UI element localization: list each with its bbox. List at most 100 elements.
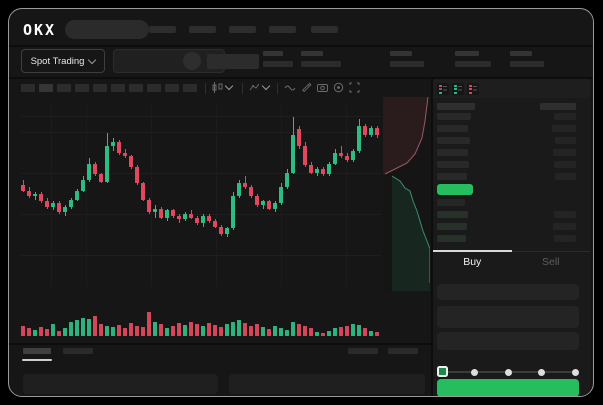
volume-bar: [39, 327, 43, 336]
timeframe-button[interactable]: [39, 84, 53, 92]
trade-input-field[interactable]: [437, 332, 579, 350]
slider-handle[interactable]: [437, 366, 448, 377]
trade-input-field[interactable]: [437, 284, 579, 300]
okx-logo[interactable]: OKX: [23, 21, 57, 39]
orderbook-bid-amount: [554, 211, 576, 218]
candle: [171, 210, 175, 216]
candle-style-button[interactable]: [212, 81, 234, 93]
market-type-dropdown[interactable]: Spot Trading: [21, 49, 105, 73]
fullscreen-icon[interactable]: [349, 82, 360, 93]
nav-item[interactable]: [229, 26, 256, 33]
orderbook-view-book-bids-icon[interactable]: [452, 83, 464, 95]
candle: [351, 151, 355, 160]
trade-input-field[interactable]: [437, 306, 579, 328]
orderbook-view-book-both-icon[interactable]: [437, 83, 449, 95]
timeframe-button[interactable]: [57, 84, 71, 92]
timeframe-button[interactable]: [21, 84, 35, 92]
depth-chart: [383, 97, 430, 291]
nav-item[interactable]: [269, 26, 296, 33]
candle: [219, 226, 223, 234]
timeframe-button[interactable]: [111, 84, 125, 92]
last-price-badge[interactable]: [437, 184, 473, 195]
orderbook-ask-row[interactable]: [437, 149, 468, 156]
candle: [225, 228, 229, 234]
timeframe-button[interactable]: [183, 84, 197, 92]
slider-tick[interactable]: [538, 368, 545, 376]
candle: [57, 203, 61, 213]
slider-tick[interactable]: [471, 368, 478, 376]
volume-bar: [231, 322, 235, 336]
candle: [51, 203, 55, 207]
indicator-button[interactable]: [249, 81, 271, 93]
timeframe-button[interactable]: [129, 84, 143, 92]
line-tool-icon[interactable]: [284, 82, 296, 93]
nav-item[interactable]: [189, 26, 216, 33]
stat-value-placeholder: [301, 61, 341, 67]
slider-tick[interactable]: [504, 368, 512, 376]
orderbook-ask-row[interactable]: [437, 161, 469, 168]
candle: [255, 196, 259, 205]
candle: [135, 167, 139, 184]
timeframe-button[interactable]: [75, 84, 89, 92]
orderbook-bid-row[interactable]: [437, 199, 465, 206]
orderbook-bid-row[interactable]: [437, 211, 468, 218]
bottom-tab[interactable]: [23, 348, 51, 354]
settings-icon[interactable]: [333, 82, 344, 93]
candle: [81, 179, 85, 191]
candle: [159, 208, 163, 218]
orderbook-ask-row[interactable]: [437, 137, 470, 144]
stat-label-placeholder: [263, 51, 283, 56]
orderbook-ask-row[interactable]: [437, 173, 467, 180]
candle: [99, 174, 103, 182]
orderbook-header-price: [437, 103, 475, 110]
bottom-action-button[interactable]: [388, 348, 418, 354]
orderbook-ask-amount: [553, 149, 576, 156]
search-input[interactable]: [65, 20, 149, 39]
timeframe-button[interactable]: [165, 84, 179, 92]
volume-bar: [363, 328, 367, 336]
volume-bar: [369, 331, 373, 336]
candle: [195, 217, 199, 223]
orderbook-ask-amount: [555, 137, 576, 144]
timeframe-button[interactable]: [147, 84, 161, 92]
nav-item[interactable]: [311, 26, 338, 33]
orderbook-bid-row[interactable]: [437, 235, 466, 242]
stat-label-placeholder: [390, 51, 412, 56]
tab-sell[interactable]: Sell: [541, 256, 560, 268]
volume-bar: [159, 324, 163, 336]
volume-bar: [327, 331, 331, 336]
candle: [363, 125, 367, 135]
orderbook-bid-row[interactable]: [437, 223, 467, 230]
ticker-stat: [455, 51, 491, 67]
candle: [357, 125, 361, 151]
slider-tick[interactable]: [571, 368, 579, 376]
volume-bar: [147, 312, 151, 336]
panel-divider: [431, 79, 433, 396]
orderbook-ask-row[interactable]: [437, 125, 468, 132]
candlestick-chart[interactable]: [21, 106, 381, 286]
bottom-action-button[interactable]: [348, 348, 378, 354]
volume-bar: [111, 327, 115, 336]
candle: [273, 203, 277, 209]
candle: [321, 169, 325, 175]
nav-item[interactable]: [149, 26, 176, 33]
coin-icon: [183, 52, 201, 70]
timeframe-button[interactable]: [93, 84, 107, 92]
volume-bar: [357, 325, 361, 336]
stat-label-placeholder: [510, 51, 532, 56]
volume-bar: [171, 326, 175, 336]
candle: [297, 129, 301, 146]
volume-bar: [213, 325, 217, 336]
candle: [177, 215, 181, 220]
orderbook-ask-row[interactable]: [437, 113, 471, 120]
amount-slider[interactable]: [441, 368, 579, 376]
camera-icon[interactable]: [317, 82, 328, 93]
orderbook-view-book-asks-icon[interactable]: [467, 83, 479, 95]
candle: [339, 152, 343, 157]
buy-submit-button[interactable]: [437, 379, 579, 396]
draw-icon[interactable]: [301, 82, 312, 93]
bottom-tab[interactable]: [63, 348, 93, 354]
tab-buy[interactable]: Buy: [463, 256, 482, 268]
candle: [375, 127, 379, 135]
chevron-down-icon: [224, 81, 234, 91]
